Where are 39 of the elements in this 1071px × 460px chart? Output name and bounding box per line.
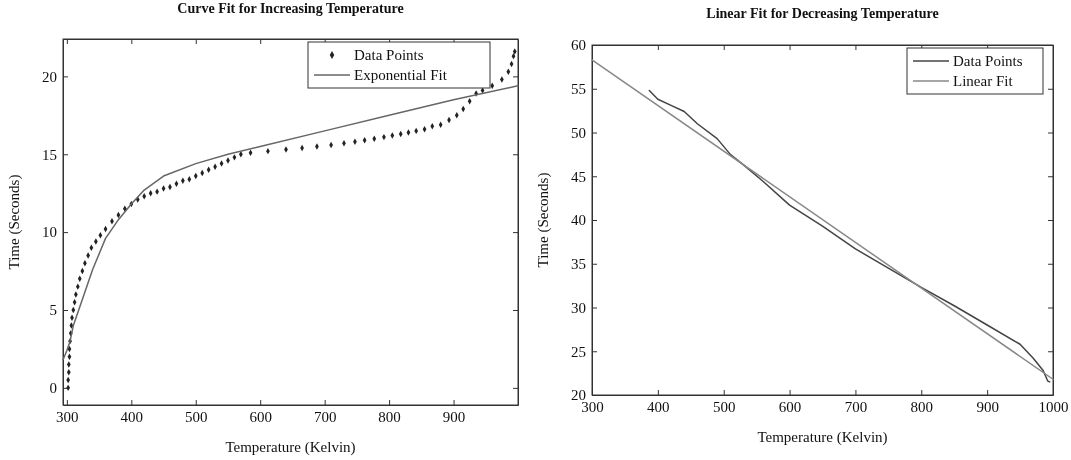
y-tick-label: 25 xyxy=(571,343,586,360)
x-tick-label: 600 xyxy=(249,408,272,425)
x-tick-label: 900 xyxy=(976,398,999,415)
y-tick-label: 55 xyxy=(571,81,586,98)
x-tick-label: 900 xyxy=(442,408,466,425)
y-tick-label: 50 xyxy=(571,124,586,141)
legend-label: Data Points xyxy=(953,53,1023,69)
chart-title: Curve Fit for Increasing Temperature xyxy=(177,1,404,16)
y-axis-title: Time (Seconds) xyxy=(6,174,23,270)
y-axis-title: Time (Seconds) xyxy=(535,172,552,268)
y-tick-label: 40 xyxy=(571,212,586,229)
y-tick-label: 60 xyxy=(571,37,586,54)
x-tick-label: 400 xyxy=(647,398,670,415)
x-tick-label: 700 xyxy=(844,398,868,415)
y-tick-label: 0 xyxy=(49,380,57,397)
y-tick-label: 30 xyxy=(571,299,586,316)
y-tick-label: 45 xyxy=(571,168,586,185)
chart-title: Linear Fit for Decreasing Temperature xyxy=(706,6,939,21)
x-axis-title: Temperature (Kelvin) xyxy=(225,439,356,456)
x-tick-label: 600 xyxy=(778,398,802,415)
line-series xyxy=(648,89,1051,383)
y-tick-label: 5 xyxy=(49,302,57,319)
x-tick-label: 400 xyxy=(120,408,144,425)
x-tick-label: 500 xyxy=(712,398,736,415)
line-series xyxy=(62,84,519,361)
legend-label: Exponential Fit xyxy=(354,67,448,83)
x-tick-label: 300 xyxy=(56,408,79,425)
y-tick-label: 10 xyxy=(42,224,57,241)
x-tick-label: 500 xyxy=(185,408,208,425)
x-tick-label: 1000 xyxy=(1038,398,1069,415)
x-axis-title: Temperature (Kelvin) xyxy=(757,429,888,446)
legend-label: Data Points xyxy=(354,47,424,63)
y-tick-label: 15 xyxy=(42,146,57,163)
y-tick-label: 35 xyxy=(571,256,586,273)
x-tick-label: 700 xyxy=(313,408,337,425)
y-tick-label: 20 xyxy=(42,68,57,85)
x-tick-label: 800 xyxy=(910,398,934,415)
x-tick-label: 800 xyxy=(378,408,401,425)
legend-label: Linear Fit xyxy=(953,73,1014,89)
